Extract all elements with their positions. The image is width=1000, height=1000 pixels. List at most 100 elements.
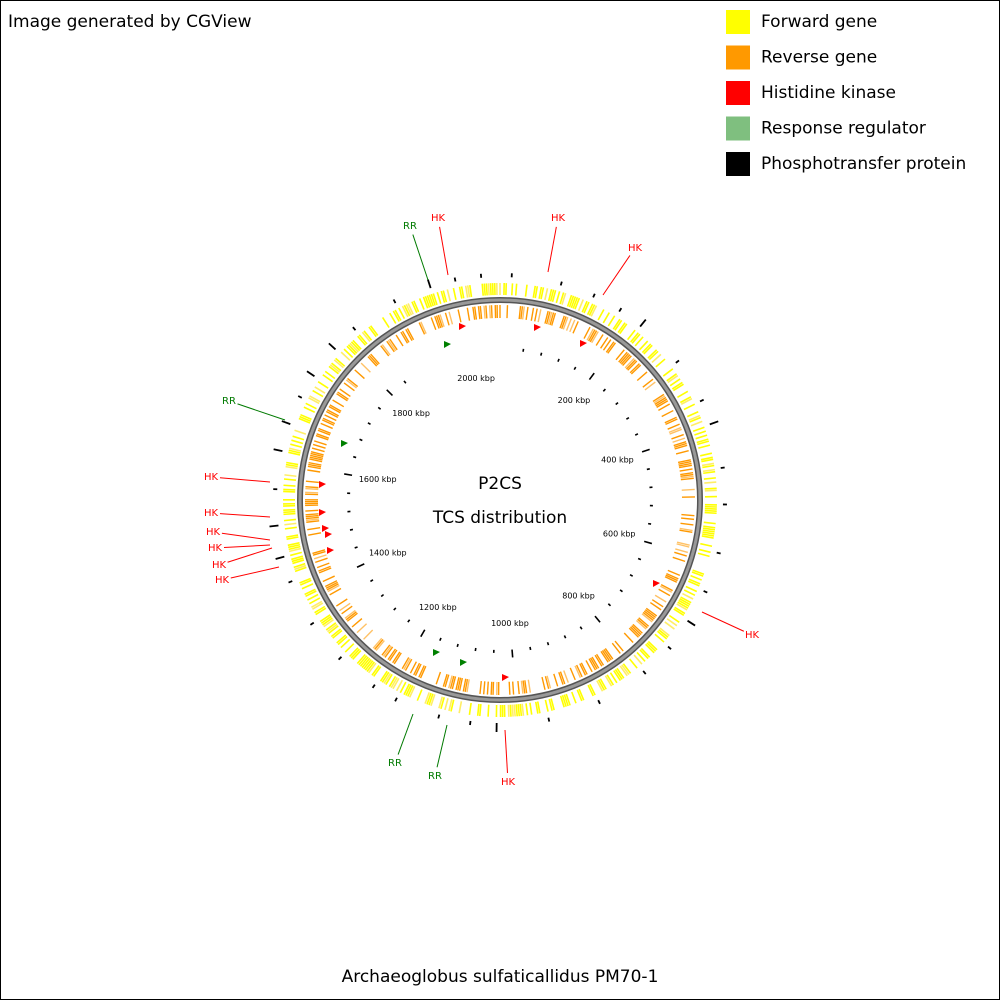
- forward-gene: [692, 569, 705, 575]
- forward-gene: [577, 299, 584, 311]
- reverse-gene: [544, 310, 549, 324]
- ruler-tick: [546, 642, 550, 646]
- ruler-tick: [354, 546, 358, 549]
- forward-gene: [392, 310, 400, 322]
- forward-gene: [597, 679, 606, 691]
- forward-gene: [634, 336, 644, 347]
- leader-line: [602, 255, 631, 296]
- forward-gene: [588, 304, 596, 316]
- ruler-label: 1200 kbp: [419, 603, 457, 612]
- reverse-gene: [569, 667, 576, 681]
- forward-gene: [532, 285, 537, 298]
- forward-gene: [704, 507, 717, 510]
- feature-label: HK: [204, 508, 219, 519]
- forward-gene: [314, 386, 326, 394]
- reverse-gene: [320, 422, 333, 430]
- reverse-gene: [474, 306, 478, 320]
- forward-gene: [640, 647, 651, 658]
- forward-gene: [677, 601, 689, 609]
- forward-gene: [460, 286, 465, 299]
- outer-tick: [699, 398, 705, 403]
- reverse-gene: [401, 657, 410, 670]
- outer-tick: [297, 395, 303, 399]
- outer-tick: [642, 670, 647, 675]
- forward-gene: [702, 529, 715, 533]
- forward-gene: [328, 625, 339, 634]
- forward-gene: [356, 653, 366, 665]
- reverse-gene: [418, 665, 425, 678]
- reverse-gene: [629, 626, 641, 637]
- reverse-gene: [485, 305, 488, 319]
- reverse-gene: [681, 513, 695, 517]
- legend-swatch: [726, 10, 750, 34]
- forward-gene: [314, 605, 326, 614]
- forward-gene: [631, 333, 641, 344]
- forward-gene: [385, 673, 393, 685]
- reverse-gene: [654, 594, 667, 603]
- forward-gene: [662, 368, 674, 377]
- reverse-gene: [466, 679, 470, 693]
- forward-gene: [704, 489, 717, 492]
- feature-label: HK: [208, 543, 223, 554]
- reverse-gene: [642, 611, 654, 622]
- reverse-gene: [636, 371, 648, 382]
- forward-gene: [704, 487, 717, 490]
- forward-gene: [284, 526, 297, 530]
- forward-gene: [659, 627, 670, 637]
- forward-gene: [340, 351, 351, 361]
- outer-tick: [275, 555, 285, 560]
- reverse-gene: [339, 602, 351, 612]
- reverse-gene: [418, 322, 426, 335]
- forward-gene: [440, 290, 446, 303]
- forward-gene: [688, 414, 701, 421]
- outer-tick: [394, 697, 398, 702]
- forward-gene: [578, 688, 585, 701]
- reverse-gene: [305, 509, 319, 512]
- outer-tick: [328, 342, 337, 351]
- forward-gene: [407, 685, 414, 697]
- forward-gene: [413, 300, 420, 313]
- reverse-gene: [448, 311, 454, 325]
- reverse-gene: [305, 513, 319, 516]
- forward-gene: [643, 344, 653, 355]
- forward-gene: [428, 693, 434, 706]
- ruler-label: 200 kbp: [558, 396, 591, 405]
- feature-label: RR: [428, 771, 442, 782]
- forward-gene: [422, 296, 429, 309]
- reverse-gene: [388, 649, 398, 662]
- ruler-label: 1000 kbp: [491, 619, 529, 628]
- reverse-gene: [673, 441, 687, 447]
- forward-gene: [651, 353, 662, 364]
- forward-gene: [448, 699, 453, 712]
- reverse-gene: [679, 529, 693, 534]
- reverse-gene: [615, 349, 625, 361]
- reverse-gene: [575, 664, 583, 678]
- reverse-gene: [313, 554, 327, 560]
- reverse-gene: [442, 673, 448, 687]
- reverse-gene: [472, 306, 476, 320]
- reverse-gene: [579, 663, 587, 676]
- reverse-gene: [665, 418, 678, 426]
- forward-gene: [331, 362, 342, 372]
- forward-gene: [702, 464, 715, 469]
- reverse-gene: [310, 454, 324, 459]
- reverse-gene: [622, 355, 632, 366]
- forward-gene: [536, 701, 541, 714]
- reverse-gene: [305, 480, 319, 484]
- forward-gene: [411, 301, 418, 313]
- backbone-inner: [298, 298, 702, 702]
- legend-label: Forward gene: [761, 12, 877, 32]
- forward-gene: [673, 608, 685, 616]
- reverse-gene: [611, 642, 621, 654]
- reverse-gene: [403, 657, 411, 670]
- forward-gene: [401, 305, 409, 318]
- forward-gene: [283, 484, 296, 487]
- reverse-gene: [318, 567, 332, 574]
- forward-gene: [292, 559, 305, 565]
- forward-gene: [559, 695, 565, 708]
- reverse-gene: [588, 329, 596, 342]
- reverse-gene: [680, 475, 694, 479]
- forward-gene: [369, 325, 379, 336]
- outer-tick: [392, 299, 397, 304]
- reverse-gene: [654, 396, 667, 405]
